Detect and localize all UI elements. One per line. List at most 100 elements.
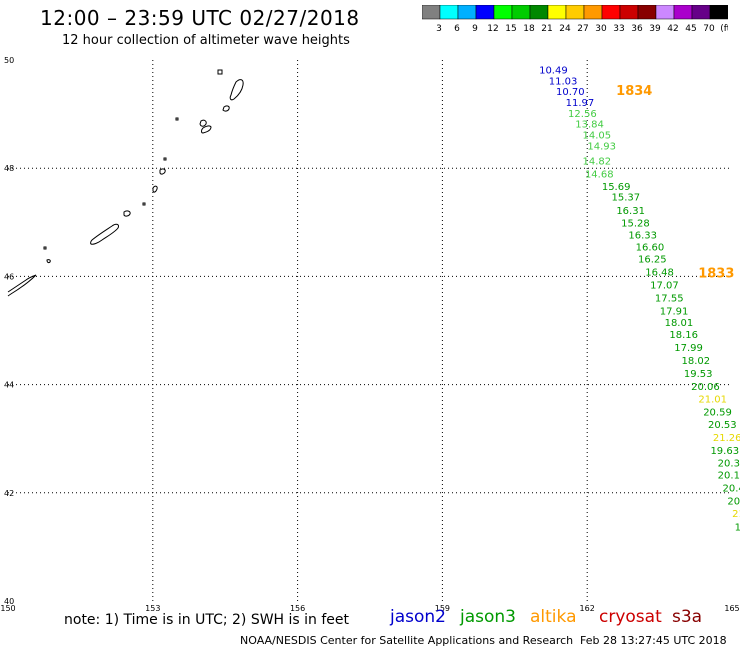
wave-height-point: 21.30	[732, 509, 740, 520]
colorbar-label-0: 3	[436, 24, 442, 34]
wave-height-point: 12.56	[568, 109, 597, 120]
coast-hokkaido-edge	[7, 274, 37, 297]
colorbar-label-6: 21	[541, 24, 552, 34]
wave-height-point: 15.37	[611, 193, 640, 204]
x-tick-label: 162	[580, 604, 595, 613]
coast-island-6	[175, 117, 179, 121]
coast-island-14	[46, 259, 51, 264]
coast-island-2	[229, 79, 244, 101]
coast-island-9	[152, 185, 158, 193]
y-tick-label: 50	[4, 56, 14, 65]
wave-height-point: 21.26	[713, 433, 740, 444]
wave-height-point: 18.16	[669, 330, 698, 341]
wave-height-point: 19.63	[710, 446, 739, 457]
coastline-kuril-islands	[7, 69, 244, 297]
colorbar-label-16: (ft)	[720, 24, 728, 34]
colorbar-label-14: 45	[685, 24, 696, 34]
page-subtitle: 12 hour collection of altimeter wave hei…	[62, 33, 350, 48]
colorbar-label-2: 9	[472, 24, 478, 34]
wave-height-point: 20.59	[703, 407, 732, 418]
wave-height-point: 10.49	[539, 66, 568, 77]
wave-height-point: 17.07	[650, 280, 679, 291]
wave-height-point: 18.01	[665, 318, 694, 329]
wave-height-point: 20.14	[718, 471, 740, 482]
legend-s3a: s3a	[672, 607, 703, 627]
wave-height-point: 19.53	[684, 369, 713, 380]
x-tick-label: 153	[145, 604, 160, 613]
colorbar-label-4: 15	[505, 24, 516, 34]
pass-time-labels: 1834183318	[616, 84, 734, 281]
footer-credit: NOAA/NESDIS Center for Satellite Applica…	[240, 634, 574, 647]
wave-height-point: 14.05	[583, 130, 612, 141]
colorbar-label-10: 33	[613, 24, 624, 34]
wave-height-point: 16.25	[638, 254, 667, 265]
x-tick-label: 150	[0, 604, 15, 613]
wave-height-point: 14.93	[587, 141, 616, 152]
wave-height-point: 18.02	[681, 356, 710, 367]
wave-height-point: 20.53	[708, 420, 737, 431]
wave-height-points: 10.4911.0310.7011.9712.5613.8414.0514.93…	[539, 66, 740, 547]
pass-time-label: 1834	[616, 84, 652, 99]
wave-height-point: 15.28	[621, 219, 650, 230]
wave-height-point: 17.99	[674, 343, 703, 354]
colorbar-label-7: 24	[559, 24, 571, 34]
wave-height-point: 19.88	[735, 523, 740, 534]
wave-height-point: 20.44	[723, 484, 740, 495]
wave-height-point: 14.68	[585, 169, 614, 180]
pass-time-label: 1833	[698, 266, 734, 281]
coast-island-8	[159, 168, 166, 175]
y-tick-label: 46	[4, 272, 14, 281]
y-tick-label: 44	[4, 381, 14, 390]
colorbar-label-15: 70	[703, 24, 715, 34]
coast-island-1	[217, 69, 223, 75]
x-tick-label: 156	[290, 604, 305, 613]
wave-height-point: 11.97	[566, 98, 595, 109]
footer-note: note: 1) Time is in UTC; 2) SWH is in fe…	[64, 612, 350, 628]
colorbar-label-11: 36	[631, 24, 643, 34]
legend-cryosat: cryosat	[599, 607, 662, 627]
map-grid	[8, 60, 732, 601]
wave-height-point: 16.31	[616, 206, 645, 217]
colorbar-swatch-16	[709, 5, 728, 20]
coast-island-3	[222, 105, 230, 112]
colorbar-label-3: 12	[487, 24, 498, 34]
wave-height-point: 16.60	[636, 242, 665, 253]
wave-height-point: 16.33	[628, 231, 657, 242]
wave-height-point: 17.91	[660, 306, 689, 317]
colorbar-label-12: 39	[649, 24, 661, 34]
wave-height-point: 16.48	[645, 267, 674, 278]
colorbar-label-8: 27	[577, 24, 588, 34]
colorbar-label-5: 18	[523, 24, 535, 34]
coast-island-13	[43, 246, 47, 250]
legend-jason2: jason2	[390, 607, 446, 627]
y-tick-label: 42	[4, 489, 14, 498]
wave-height-point: 20.06	[691, 382, 720, 393]
wave-height-point: 10.70	[556, 87, 585, 98]
y-tick-label: 48	[4, 164, 14, 173]
legend-altika: altika	[530, 607, 577, 627]
coast-island-4	[199, 119, 207, 127]
wave-height-point: 13.84	[575, 120, 604, 131]
colorbar-label-9: 30	[595, 24, 607, 34]
x-tick-label: 159	[435, 604, 450, 613]
wave-height-point: 15.69	[602, 182, 631, 193]
x-tick-label: 165	[724, 604, 739, 613]
coast-island-5	[201, 125, 212, 134]
wave-height-point: 20.36	[718, 458, 740, 469]
colorbar-label-13: 42	[667, 24, 678, 34]
colorbar-label-1: 6	[454, 24, 460, 34]
axis-tick-labels: 150 153 156 159 162 165 50 48 46 44 42 40	[0, 56, 739, 613]
page-title: 12:00 – 23:59 UTC 02/27/2018	[40, 6, 360, 30]
coast-island-10	[142, 202, 146, 206]
wave-height-point: 17.55	[655, 293, 684, 304]
wave-height-point: 20.19	[727, 497, 740, 508]
coast-island-11	[123, 210, 131, 217]
footer-timestamp: Feb 28 13:27:45 UTC 2018	[580, 634, 727, 647]
wave-height-point: 14.82	[583, 156, 612, 167]
coast-island-12	[90, 223, 119, 245]
coast-island-7	[163, 157, 167, 161]
wave-height-point: 21.01	[698, 394, 727, 405]
wave-height-point: 11.03	[549, 76, 578, 87]
